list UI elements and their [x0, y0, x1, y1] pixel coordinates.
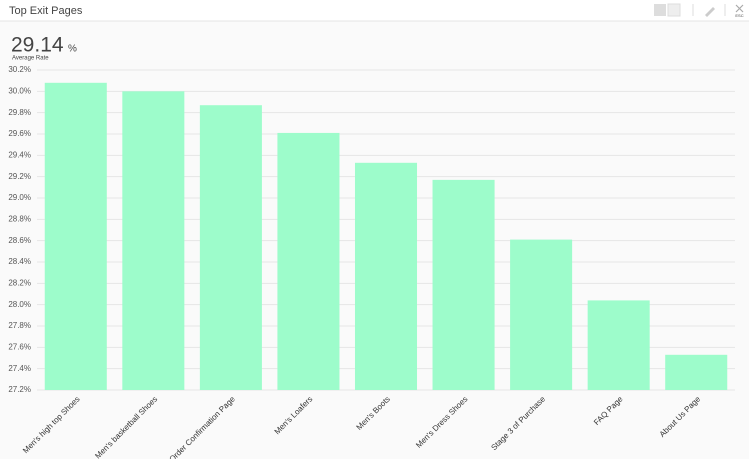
y-tick-label: 27.8%	[8, 321, 31, 330]
summary-value: 29.14	[11, 34, 64, 57]
bar	[432, 179, 495, 390]
y-tick-label: 29.6%	[8, 129, 31, 138]
x-tick-label: Stage 3 of Purchase	[489, 394, 547, 452]
y-tick-label: 29.2%	[8, 172, 31, 181]
bar	[665, 354, 728, 390]
y-tick-label: 27.6%	[8, 342, 31, 351]
bar	[199, 105, 262, 390]
bar	[510, 239, 573, 390]
x-tick-label: Men's high top Shoes	[21, 395, 82, 456]
y-tick-label: 29.8%	[8, 108, 31, 117]
chart-view-button[interactable]	[654, 4, 666, 16]
x-tick-label: Men's Loafers	[273, 395, 315, 437]
y-tick-label: 28.6%	[8, 236, 31, 245]
x-tick-label: Men's Boots	[355, 395, 392, 432]
bar	[587, 300, 650, 390]
x-tick-label: Order Confirmation Page	[168, 394, 238, 459]
header-bar	[0, 0, 749, 21]
close-button[interactable]	[735, 4, 744, 13]
y-tick-label: 28.0%	[8, 300, 31, 309]
widget-title: Top Exit Pages	[9, 5, 83, 17]
y-tick-label: 29.4%	[8, 150, 31, 159]
summary-label: Average Rate	[12, 56, 49, 62]
x-tick-label: About Us Page	[658, 394, 703, 439]
bar	[44, 82, 107, 391]
bar	[277, 132, 340, 390]
y-tick-label: 28.2%	[8, 278, 31, 287]
y-tick-label: 27.4%	[8, 364, 31, 373]
y-tick-label: 28.8%	[8, 214, 31, 223]
y-tick-label: 28.4%	[8, 257, 31, 266]
close-hint: ESC	[735, 13, 743, 18]
x-tick-label: Men's basketball Shoes	[93, 395, 159, 459]
bar	[354, 162, 418, 390]
x-tick-label: FAQ Page	[592, 394, 625, 427]
edit-button[interactable]	[705, 7, 715, 17]
y-tick-label: 29.0%	[8, 193, 31, 202]
bar	[122, 91, 185, 390]
y-tick-label: 30.2%	[8, 65, 31, 74]
y-tick-label: 27.2%	[8, 385, 31, 394]
summary-unit: %	[68, 44, 77, 55]
table-view-button[interactable]	[667, 3, 681, 17]
x-tick-label: Men's Dress Shoes	[414, 395, 469, 450]
y-tick-label: 30.0%	[8, 86, 31, 95]
